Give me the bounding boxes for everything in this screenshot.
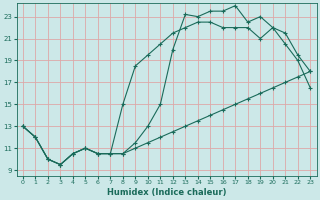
X-axis label: Humidex (Indice chaleur): Humidex (Indice chaleur) [107,188,226,197]
